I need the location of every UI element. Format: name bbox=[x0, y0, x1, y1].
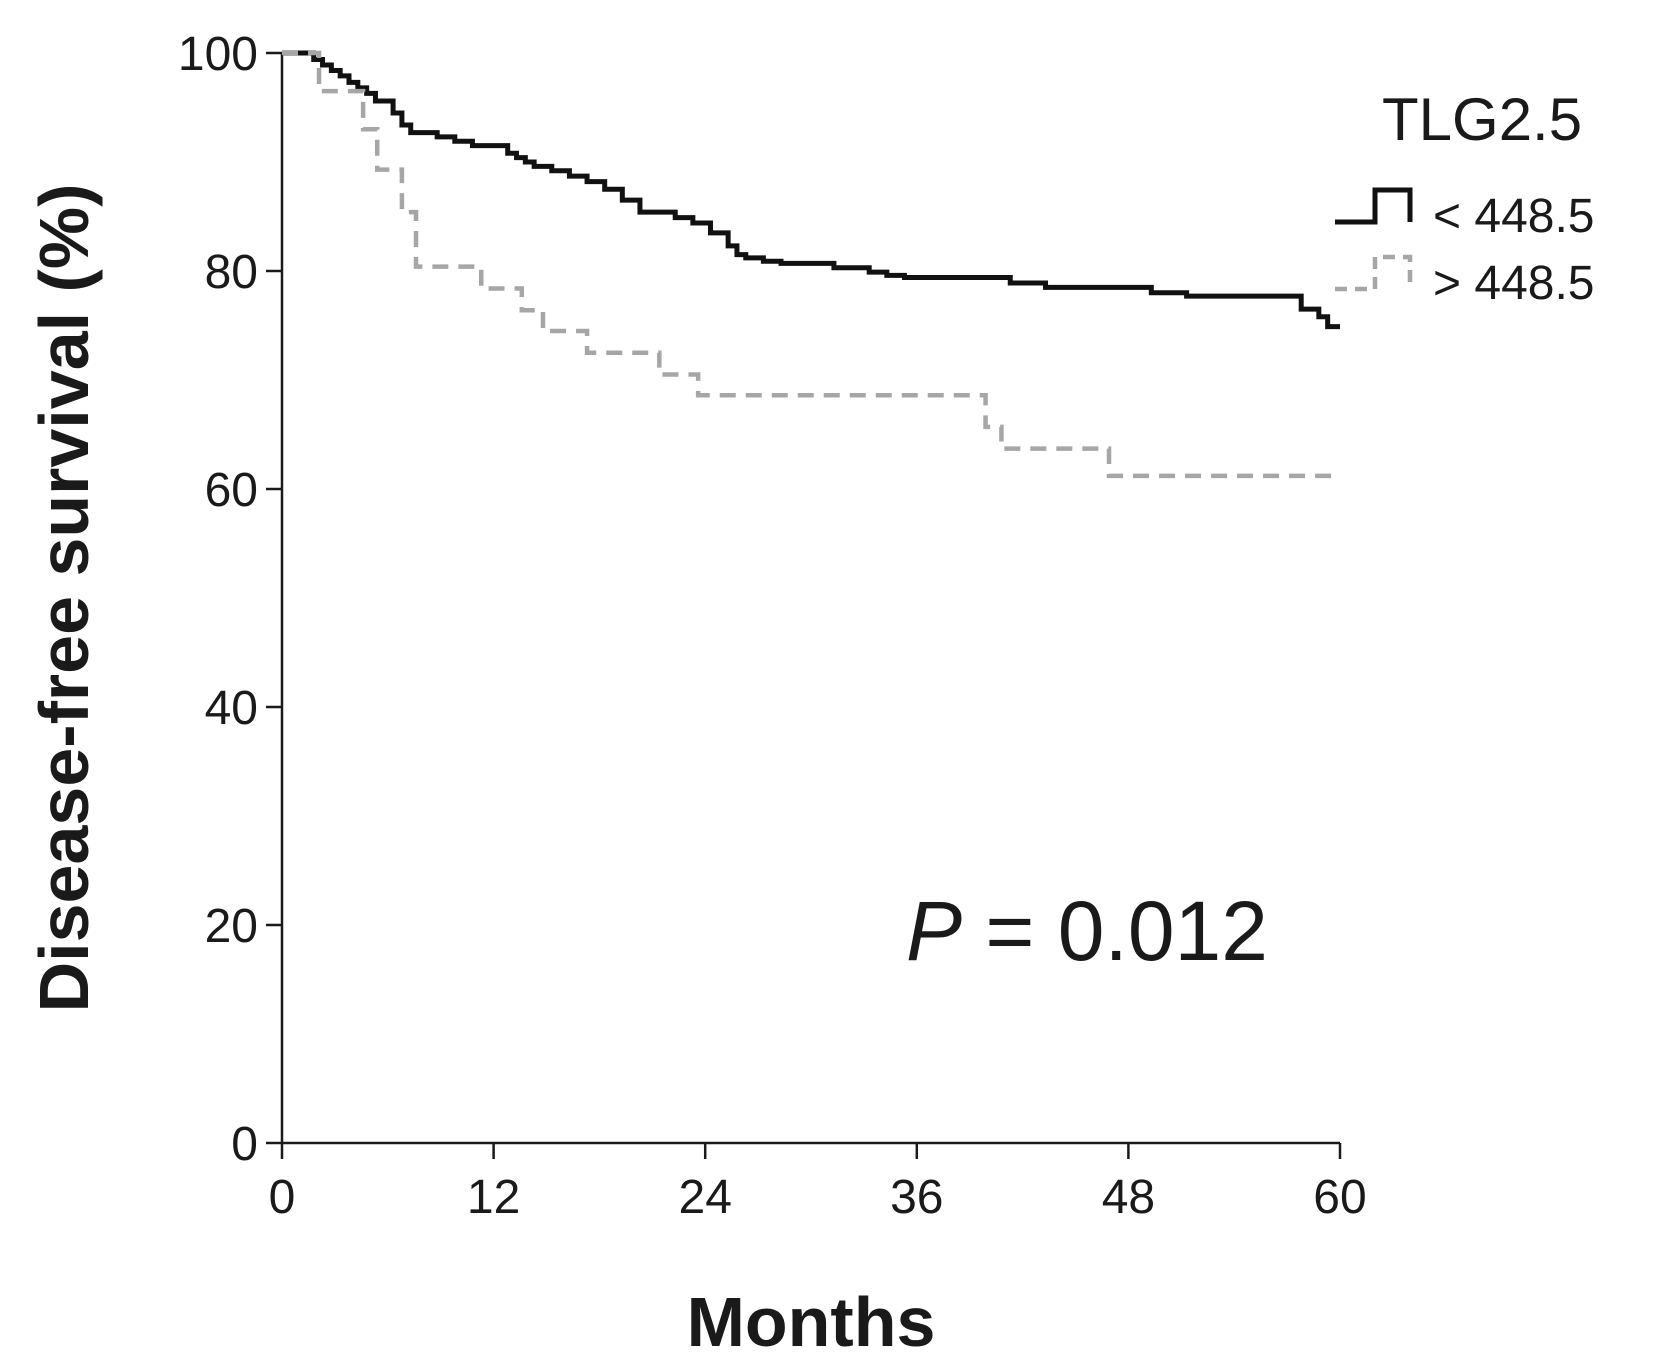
series-layer bbox=[282, 50, 1340, 479]
legend-label-1: < 448.5 bbox=[1433, 190, 1594, 243]
y-tick-label: 20 bbox=[205, 900, 258, 953]
legend-title: TLG2.5 bbox=[1382, 86, 1582, 153]
y-tick-label: 60 bbox=[205, 464, 258, 517]
x-tick-label: 48 bbox=[1102, 1171, 1155, 1224]
p-value-symbol: P bbox=[906, 884, 962, 978]
x-axis-title: Months bbox=[687, 1283, 936, 1361]
series-line-2 bbox=[282, 50, 1340, 479]
x-tick-label: 12 bbox=[467, 1171, 520, 1224]
p-value-annotation: P = 0.012 bbox=[906, 884, 1268, 978]
x-ticks: 0 12 24 36 48 60 bbox=[269, 1143, 1367, 1224]
y-axis-title: Disease-free survival (%) bbox=[25, 184, 103, 1013]
x-tick-label: 0 bbox=[269, 1171, 296, 1224]
legend: < 448.5 > 448.5 bbox=[1335, 187, 1594, 310]
y-tick-label: 40 bbox=[205, 682, 258, 735]
y-tick-label: 80 bbox=[205, 246, 258, 299]
p-value-text: = 0.012 bbox=[962, 884, 1268, 978]
x-tick-label: 24 bbox=[679, 1171, 732, 1224]
legend-swatch-2 bbox=[1335, 254, 1413, 292]
x-tick-label: 60 bbox=[1313, 1171, 1366, 1224]
y-tick-label: 100 bbox=[178, 28, 258, 81]
legend-swatch-1 bbox=[1335, 187, 1413, 225]
y-ticks: 0 20 40 60 80 100 bbox=[178, 28, 282, 1171]
series-line-1 bbox=[282, 50, 1340, 330]
y-tick-label: 0 bbox=[231, 1118, 258, 1171]
x-tick-label: 36 bbox=[890, 1171, 943, 1224]
legend-label-2: > 448.5 bbox=[1433, 257, 1594, 310]
